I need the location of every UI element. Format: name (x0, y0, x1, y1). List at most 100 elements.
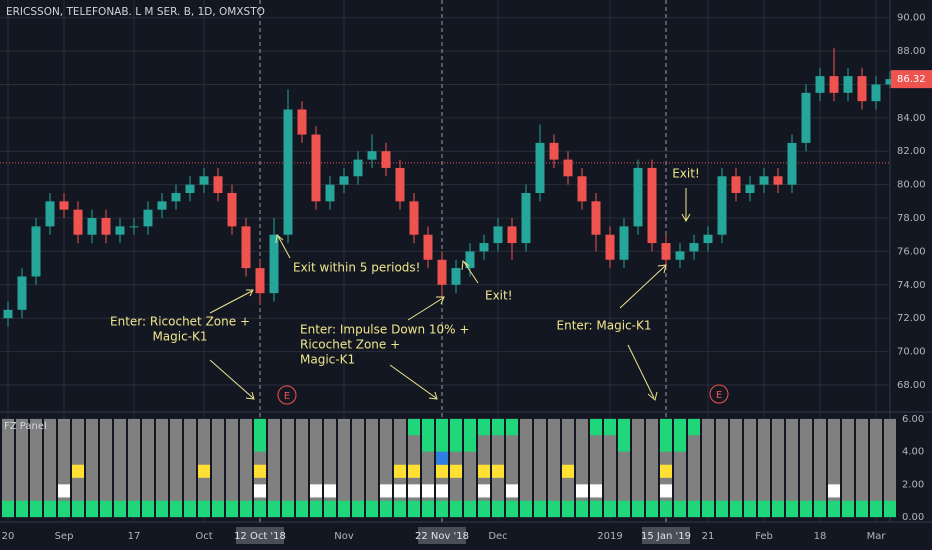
panel-cell (254, 484, 266, 498)
panel-cell (660, 484, 672, 498)
event-marker (709, 384, 729, 404)
panel-column (268, 418, 280, 518)
panel-cell (618, 500, 630, 518)
panel-cell (870, 500, 882, 518)
panel-column (240, 418, 252, 518)
x-tick-label: Oct (195, 531, 212, 542)
panel-cell (884, 500, 896, 518)
panel-cell (730, 500, 742, 518)
panel-cell (324, 484, 336, 498)
panel-cell (464, 418, 476, 452)
candle-body (745, 184, 755, 193)
panel-cell (72, 464, 84, 478)
panel-column (282, 418, 294, 518)
panel-cell (450, 418, 462, 452)
y-tick-label: 90.00 (897, 13, 926, 24)
candle-body (773, 176, 783, 185)
y-tick-label: 88.00 (897, 46, 926, 57)
panel-cell (254, 464, 266, 478)
annotation: Exit within 5 periods! (293, 261, 421, 275)
candle-body (171, 192, 181, 202)
candle-body (255, 268, 265, 294)
event-marker (277, 385, 297, 405)
candle-body (297, 109, 307, 135)
panel-cell (310, 500, 322, 518)
panel-cell (660, 500, 672, 518)
panel-cell (562, 464, 574, 478)
panel-cell (408, 500, 420, 518)
panel-cell (58, 500, 70, 518)
panel-cell (492, 500, 504, 518)
panel-cell (212, 500, 224, 518)
candle-body (381, 151, 391, 168)
panel-cell (184, 500, 196, 518)
event-label: E (284, 391, 290, 402)
x-tick-label: 22 Nov '18 (415, 531, 469, 542)
panel-column (548, 418, 560, 518)
panel-column (16, 418, 28, 518)
y-tick-label: 68.00 (897, 380, 926, 391)
panel-cell (478, 500, 490, 518)
candle-body (521, 192, 531, 244)
panel-cell (142, 500, 154, 518)
annotation: Enter: Magic-K1 (557, 319, 652, 333)
x-tick-label: 20 (2, 531, 15, 542)
panel-cell (464, 500, 476, 518)
panel-cell (352, 500, 364, 518)
x-tick-label: 21 (702, 531, 715, 542)
panel-cell (324, 500, 336, 518)
candle-body (479, 243, 489, 252)
y-tick-label: 74.00 (897, 280, 926, 291)
candle-body (437, 259, 447, 285)
panel-cell (394, 464, 406, 478)
y-tick-label: 78.00 (897, 213, 926, 224)
panel-column (44, 418, 56, 518)
panel-title: FZ Panel (4, 421, 47, 432)
candle-body (717, 176, 727, 235)
panel-tick-label: 0.00 (902, 512, 924, 523)
candle-body (409, 201, 419, 235)
panel-cell (506, 484, 518, 498)
candle-body (535, 142, 545, 193)
panel-cell (268, 500, 280, 518)
panel-cell (436, 451, 448, 465)
panel-column (814, 418, 826, 518)
event-label: E (716, 390, 722, 401)
panel-cell (226, 500, 238, 518)
panel-column (142, 418, 154, 518)
candle-body (563, 159, 573, 177)
panel-column (744, 418, 756, 518)
panel-cell (408, 418, 420, 436)
panel-column (170, 418, 182, 518)
panel-column (842, 418, 854, 518)
candle-body (661, 243, 671, 260)
panel-column (2, 418, 14, 518)
panel-cell (16, 500, 28, 518)
panel-column (870, 418, 882, 518)
panel-cell (814, 500, 826, 518)
panel-column (884, 418, 896, 518)
candle-body (101, 218, 111, 235)
panel-cell (702, 500, 714, 518)
panel-cell (422, 500, 434, 518)
panel-cell (114, 500, 126, 518)
y-tick-label: 84.00 (897, 113, 926, 124)
panel-cell (366, 500, 378, 518)
panel-cell (828, 484, 840, 498)
candle-body (115, 226, 125, 235)
candle-body (857, 76, 867, 102)
candle-body (185, 184, 195, 193)
panel-cell (478, 418, 490, 436)
panel-cell (856, 500, 868, 518)
panel-cell (310, 484, 322, 498)
panel-column (226, 418, 238, 518)
panel-cell (30, 500, 42, 518)
y-tick-label: 76.00 (897, 246, 926, 257)
panel-cell (492, 418, 504, 436)
y-tick-label: 80.00 (897, 180, 926, 191)
candle-body (689, 243, 699, 252)
candle-body (675, 251, 685, 260)
annotation: Exit! (485, 289, 513, 303)
x-tick-label: Nov (334, 531, 354, 542)
panel-tick-label: 6.00 (902, 414, 924, 425)
